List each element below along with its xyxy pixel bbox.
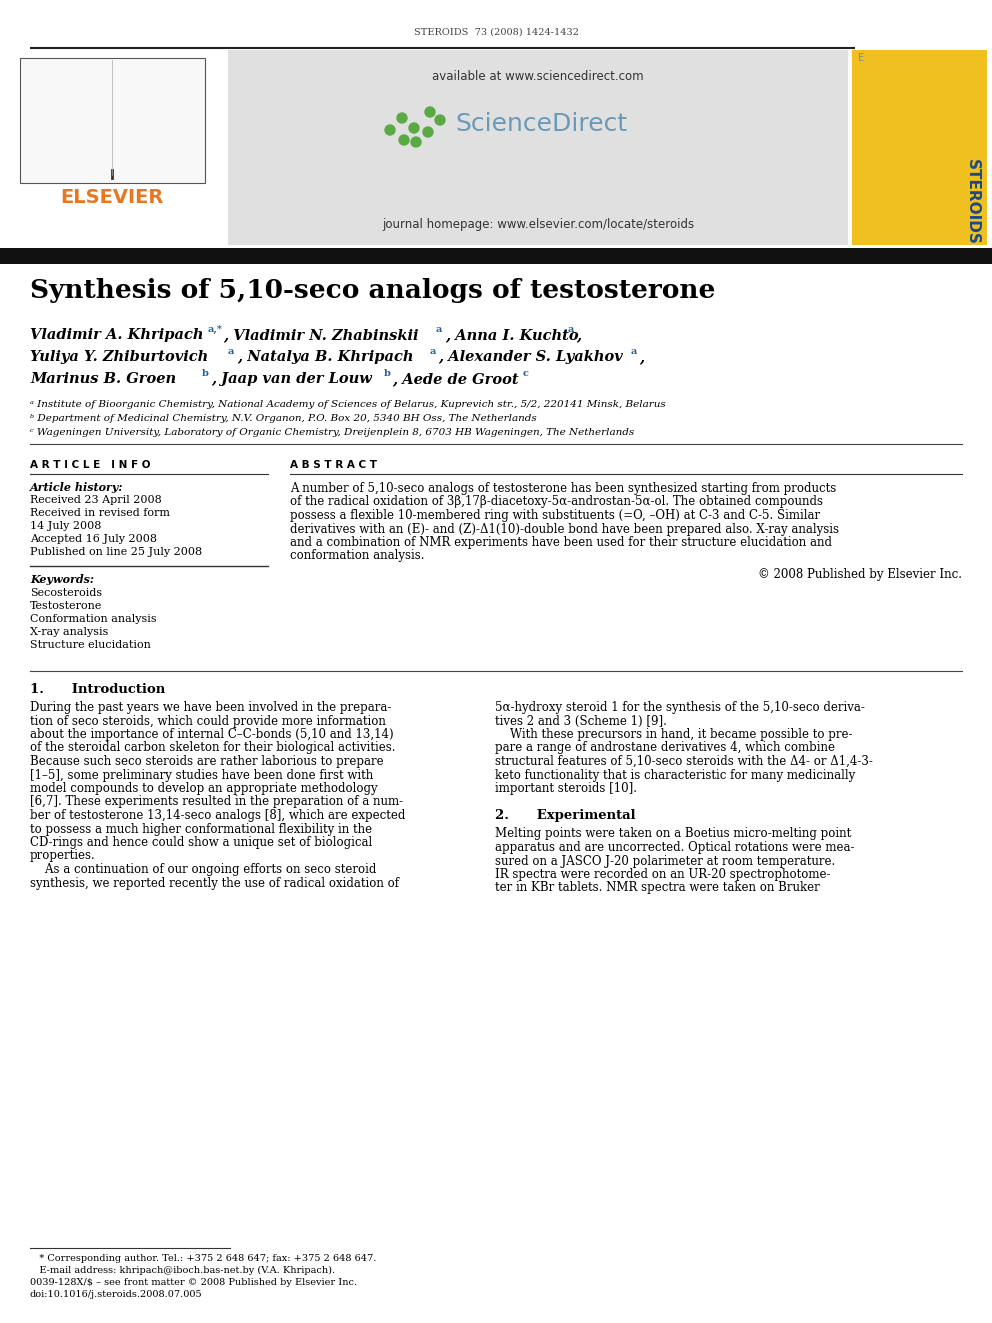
Text: a: a [228,347,234,356]
Text: Because such seco steroids are rather laborious to prepare: Because such seco steroids are rather la… [30,755,384,767]
Text: structural features of 5,10-seco steroids with the Δ4- or Δ1,4-3-: structural features of 5,10-seco steroid… [495,755,873,767]
Text: properties.: properties. [30,849,96,863]
Text: Structure elucidation: Structure elucidation [30,640,151,650]
FancyBboxPatch shape [0,247,992,265]
Text: tives 2 and 3 (Scheme 1) [9].: tives 2 and 3 (Scheme 1) [9]. [495,714,667,728]
Text: Secosteroids: Secosteroids [30,587,102,598]
Text: Conformation analysis: Conformation analysis [30,614,157,624]
Text: During the past years we have been involved in the prepara-: During the past years we have been invol… [30,701,392,714]
Text: conformation analysis.: conformation analysis. [290,549,425,562]
Text: 1.      Introduction: 1. Introduction [30,683,166,696]
Text: Marinus B. Groen: Marinus B. Groen [30,372,177,386]
FancyBboxPatch shape [852,50,987,245]
Text: Testosterone: Testosterone [30,601,102,611]
Text: As a continuation of our ongoing efforts on seco steroid: As a continuation of our ongoing efforts… [30,863,376,876]
Text: IR spectra were recorded on an UR-20 spectrophotome-: IR spectra were recorded on an UR-20 spe… [495,868,830,881]
Text: ber of testosterone 13,14-seco analogs [8], which are expected: ber of testosterone 13,14-seco analogs [… [30,808,406,822]
Text: , Jaap van der Louw: , Jaap van der Louw [211,372,372,386]
Text: Received in revised form: Received in revised form [30,508,170,519]
Text: ter in KBr tablets. NMR spectra were taken on Bruker: ter in KBr tablets. NMR spectra were tak… [495,881,819,894]
Text: Published on line 25 July 2008: Published on line 25 July 2008 [30,546,202,557]
Text: ,: , [639,351,644,364]
Text: ScienceDirect: ScienceDirect [455,112,627,136]
Text: of the steroidal carbon skeleton for their biological activities.: of the steroidal carbon skeleton for the… [30,741,396,754]
Text: X-ray analysis: X-ray analysis [30,627,108,636]
Circle shape [423,127,433,138]
Text: ,: , [576,328,581,343]
Text: derivatives with an (E)- and (Z)-Δ1(10)-double bond have been prepared also. X-r: derivatives with an (E)- and (Z)-Δ1(10)-… [290,523,839,536]
Circle shape [425,107,435,116]
Circle shape [411,138,421,147]
Text: , Vladimir N. Zhabinskii: , Vladimir N. Zhabinskii [223,328,419,343]
Text: apparatus and are uncorrected. Optical rotations were mea-: apparatus and are uncorrected. Optical r… [495,841,854,855]
Circle shape [399,135,409,146]
FancyBboxPatch shape [0,50,228,245]
Text: 14 July 2008: 14 July 2008 [30,521,101,531]
Text: ᵇ Department of Medicinal Chemistry, N.V. Organon, P.O. Box 20, 5340 BH Oss, The: ᵇ Department of Medicinal Chemistry, N.V… [30,414,537,423]
Text: b: b [384,369,391,378]
Text: E-mail address: khripach@iboch.bas-net.by (V.A. Khripach).: E-mail address: khripach@iboch.bas-net.b… [30,1266,335,1275]
Text: CD-rings and hence could show a unique set of biological: CD-rings and hence could show a unique s… [30,836,372,849]
Text: sured on a JASCO J-20 polarimeter at room temperature.: sured on a JASCO J-20 polarimeter at roo… [495,855,835,868]
Text: Keywords:: Keywords: [30,574,94,585]
Text: , Anna I. Kuchto: , Anna I. Kuchto [445,328,578,343]
Text: [6,7]. These experiments resulted in the preparation of a num-: [6,7]. These experiments resulted in the… [30,795,403,808]
Text: ELSEVIER: ELSEVIER [61,188,164,206]
Text: important steroids [10].: important steroids [10]. [495,782,637,795]
Text: A number of 5,10-seco analogs of testosterone has been synthesized starting from: A number of 5,10-seco analogs of testost… [290,482,836,495]
Text: , Natalya B. Khripach: , Natalya B. Khripach [237,351,414,364]
Text: With these precursors in hand, it became possible to pre-: With these precursors in hand, it became… [495,728,852,741]
Text: A R T I C L E   I N F O: A R T I C L E I N F O [30,460,151,470]
Circle shape [435,115,445,124]
Text: a: a [430,347,436,356]
Text: c: c [523,369,529,378]
Circle shape [385,124,395,135]
Text: Accepted 16 July 2008: Accepted 16 July 2008 [30,534,157,544]
Text: a,*: a,* [208,325,223,333]
Text: and a combination of NMR experiments have been used for their structure elucidat: and a combination of NMR experiments hav… [290,536,832,549]
Text: a: a [436,325,442,333]
Text: ᶜ Wageningen University, Laboratory of Organic Chemistry, Dreijenplein 8, 6703 H: ᶜ Wageningen University, Laboratory of O… [30,429,634,437]
Text: pare a range of androstane derivatives 4, which combine: pare a range of androstane derivatives 4… [495,741,835,754]
Text: tion of seco steroids, which could provide more information: tion of seco steroids, which could provi… [30,714,386,728]
Text: of the radical oxidation of 3β,17β-diacetoxy-5α-androstan-5α-ol. The obtained co: of the radical oxidation of 3β,17β-diace… [290,496,823,508]
Text: a: a [568,325,574,333]
Text: keto functionality that is characteristic for many medicinally: keto functionality that is characteristi… [495,769,855,782]
Text: doi:10.1016/j.steroids.2008.07.005: doi:10.1016/j.steroids.2008.07.005 [30,1290,202,1299]
Text: Synthesis of 5,10-seco analogs of testosterone: Synthesis of 5,10-seco analogs of testos… [30,278,715,303]
Text: model compounds to develop an appropriate methodology: model compounds to develop an appropriat… [30,782,378,795]
FancyBboxPatch shape [20,58,205,183]
Text: 2.      Experimental: 2. Experimental [495,810,636,823]
Text: ᵃ Institute of Bioorganic Chemistry, National Academy of Sciences of Belarus, Ku: ᵃ Institute of Bioorganic Chemistry, Nat… [30,400,666,409]
Text: a: a [631,347,638,356]
Circle shape [397,112,407,123]
Text: possess a flexible 10-membered ring with substituents (=O, –OH) at C-3 and C-5. : possess a flexible 10-membered ring with… [290,509,820,523]
Text: Received 23 April 2008: Received 23 April 2008 [30,495,162,505]
Text: E: E [858,53,864,64]
Text: A B S T R A C T: A B S T R A C T [290,460,377,470]
Text: Yuliya Y. Zhiburtovich: Yuliya Y. Zhiburtovich [30,351,208,364]
Text: to possess a much higher conformational flexibility in the: to possess a much higher conformational … [30,823,372,836]
Text: synthesis, we reported recently the use of radical oxidation of: synthesis, we reported recently the use … [30,877,399,889]
Text: 0039-128X/$ – see front matter © 2008 Published by Elsevier Inc.: 0039-128X/$ – see front matter © 2008 Pu… [30,1278,357,1287]
Text: , Aede de Groot: , Aede de Groot [392,372,519,386]
Text: * Corresponding author. Tel.: +375 2 648 647; fax: +375 2 648 647.: * Corresponding author. Tel.: +375 2 648… [30,1254,376,1263]
Text: available at www.sciencedirect.com: available at www.sciencedirect.com [433,70,644,83]
Text: 5α-hydroxy steroid 1 for the synthesis of the 5,10-seco deriva-: 5α-hydroxy steroid 1 for the synthesis o… [495,701,865,714]
Text: journal homepage: www.elsevier.com/locate/steroids: journal homepage: www.elsevier.com/locat… [382,218,694,232]
FancyBboxPatch shape [228,50,848,245]
Text: STEROIDS: STEROIDS [965,159,980,245]
Text: Melting points were taken on a Boetius micro-melting point: Melting points were taken on a Boetius m… [495,827,851,840]
Circle shape [409,123,419,134]
Text: [1–5], some preliminary studies have been done first with: [1–5], some preliminary studies have bee… [30,769,373,782]
Text: Article history:: Article history: [30,482,123,493]
Text: Vladimir A. Khripach: Vladimir A. Khripach [30,328,203,343]
Text: about the importance of internal C–C-bonds (5,10 and 13,14): about the importance of internal C–C-bon… [30,728,394,741]
Text: , Alexander S. Lyakhov: , Alexander S. Lyakhov [438,351,623,364]
Text: b: b [202,369,209,378]
Text: © 2008 Published by Elsevier Inc.: © 2008 Published by Elsevier Inc. [758,568,962,581]
Text: STEROIDS  73 (2008) 1424-1432: STEROIDS 73 (2008) 1424-1432 [414,28,578,37]
